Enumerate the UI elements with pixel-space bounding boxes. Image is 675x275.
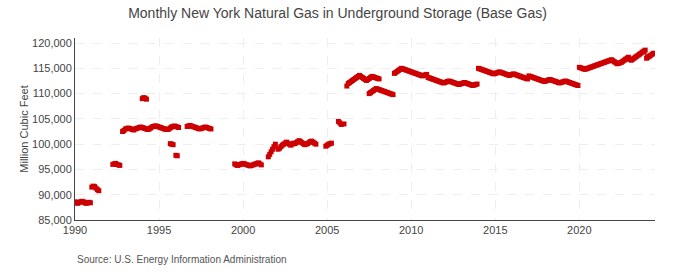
svg-text:2000: 2000 [231,224,255,236]
svg-text:Monthly New York Natural Gas i: Monthly New York Natural Gas in Undergro… [128,5,547,21]
svg-text:2010: 2010 [399,224,423,236]
svg-text:100,000: 100,000 [32,138,72,150]
svg-text:115,000: 115,000 [33,62,72,74]
svg-text:105,000: 105,000 [32,113,72,125]
svg-text:1990: 1990 [63,224,87,236]
svg-text:2005: 2005 [315,224,339,236]
svg-text:2020: 2020 [567,224,591,236]
svg-text:110,000: 110,000 [33,87,72,99]
svg-text:1995: 1995 [147,224,171,236]
svg-text:95,000: 95,000 [38,163,72,175]
svg-text:2015: 2015 [483,224,507,236]
svg-text:Source: U.S. Energy Informatio: Source: U.S. Energy Information Administ… [77,254,287,265]
svg-text:Million Cubic Feet: Million Cubic Feet [18,85,30,172]
svg-text:120,000: 120,000 [32,37,72,49]
svg-text:85,000: 85,000 [38,214,72,226]
svg-text:90,000: 90,000 [38,189,72,201]
